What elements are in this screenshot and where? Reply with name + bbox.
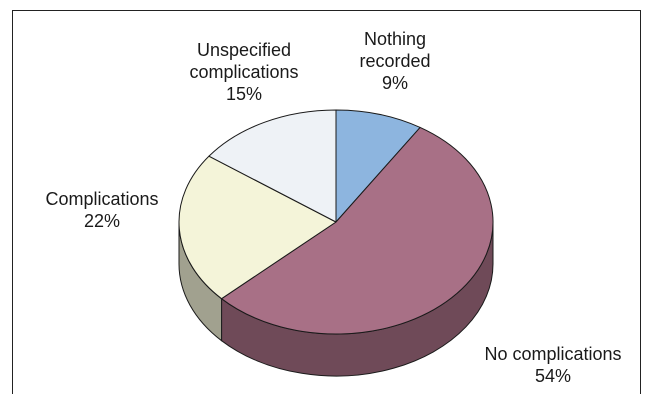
slice-value-label: 22% (84, 211, 120, 231)
pie-slices (178, 109, 494, 335)
slice-label-no-complications: No complications 54% (484, 344, 621, 386)
chart-frame (12, 10, 641, 394)
slice-name-label: Nothing (364, 29, 426, 49)
pie-slice-no-complications (221, 126, 494, 335)
slice-name-label: No complications (484, 344, 621, 364)
pie-labels: Nothing recorded 9% No complications 54% Comp… (45, 29, 621, 386)
pie-slice-complications (178, 155, 337, 300)
slice-value-label: 15% (226, 84, 262, 104)
slice-name-label: recorded (359, 51, 430, 71)
pie-slice-nothing-recorded (335, 109, 421, 223)
slice-value-label: 54% (535, 366, 571, 386)
slice-label-complications: Complications 22% (45, 189, 158, 231)
slice-value-label: 9% (382, 73, 408, 93)
slice-name-label: Complications (45, 189, 158, 209)
slice-label-unspecified-complications: Unspecified complications 15% (189, 40, 298, 104)
pie-slice-unspecified-complications (208, 109, 337, 223)
slice-name-label: Unspecified (197, 40, 291, 60)
slice-name-label: complications (189, 62, 298, 82)
slice-label-nothing-recorded: Nothing recorded 9% (359, 29, 430, 93)
